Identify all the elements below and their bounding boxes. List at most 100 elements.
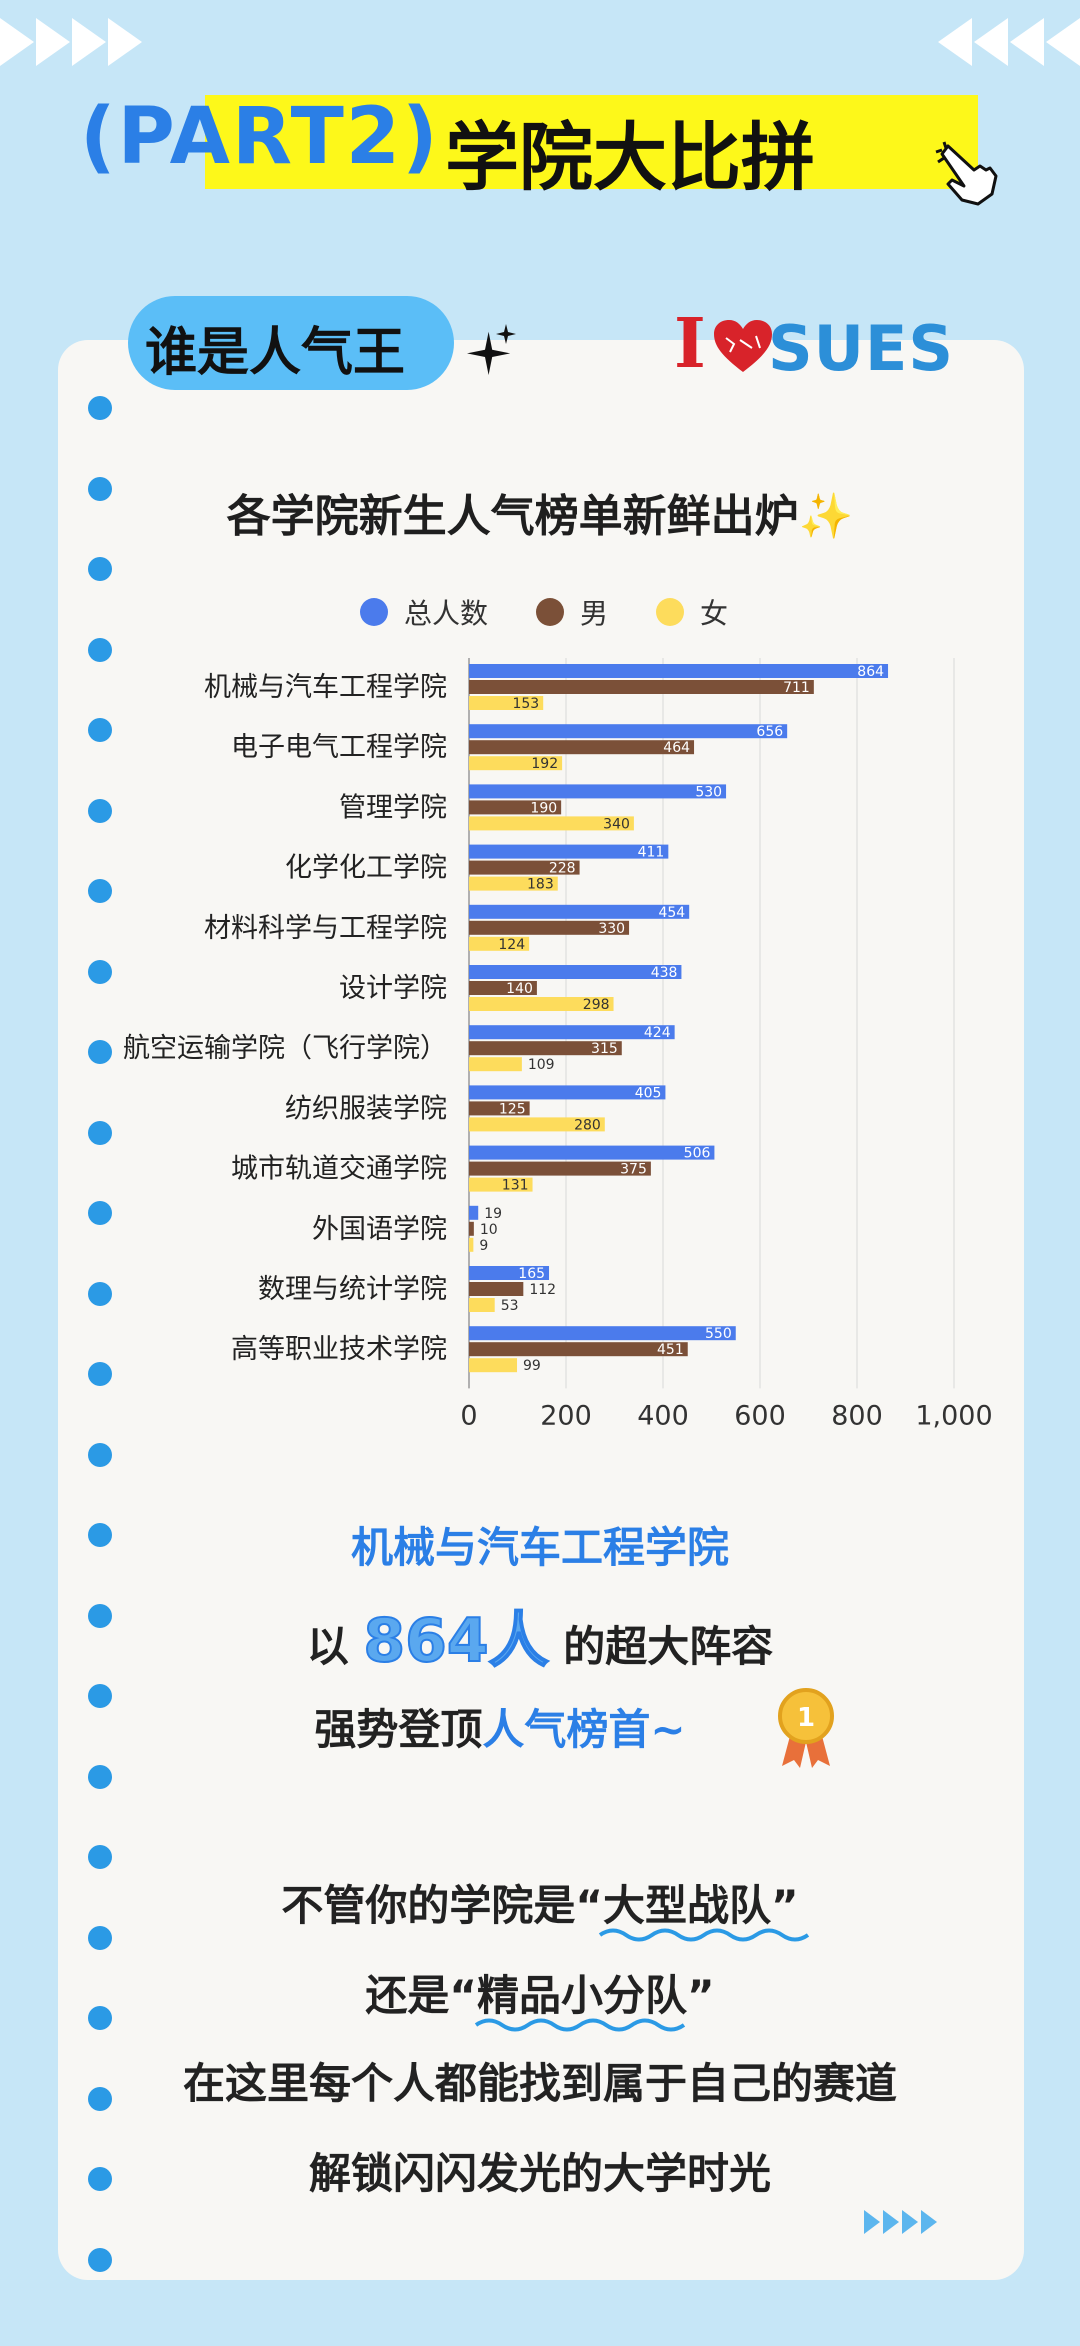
x-tick-label: 1,000 (915, 1400, 992, 1430)
category-label: 纺织服装学院 (285, 1093, 447, 1124)
bar-female (469, 936, 530, 951)
bar-total (469, 1326, 736, 1341)
binder-dot (88, 476, 112, 501)
summary-highlight-number: 864人 (362, 1605, 549, 1677)
bar-total (469, 1085, 666, 1100)
data-label: 454 (658, 905, 685, 921)
category-label: 外国语学院 (312, 1214, 447, 1245)
data-label: 656 (756, 724, 783, 740)
category-label: 城市轨道交通学院 (231, 1154, 447, 1185)
top-left-arrows-decoration (0, 18, 144, 66)
binder-dot (88, 557, 112, 581)
svg-text:1: 1 (797, 1703, 815, 1733)
closing-line-2-em: “精品小分队” (449, 1971, 715, 2020)
data-label: 550 (705, 1326, 732, 1342)
bar-total (469, 965, 682, 979)
summary-line-2-post: 的超大阵容 (548, 1622, 774, 1671)
bar-total (469, 904, 690, 919)
sparkle-icon (467, 324, 516, 375)
binder-dot (88, 1040, 112, 1064)
bar-male (469, 680, 814, 694)
legend-label-male: 男 (580, 597, 609, 630)
data-label: 451 (657, 1342, 684, 1358)
bar-male (469, 1161, 651, 1176)
binder-dot (88, 2006, 112, 2030)
data-label: 315 (591, 1041, 618, 1057)
data-label: 375 (620, 1162, 647, 1178)
category-label: 管理学院 (339, 792, 447, 823)
chart-title: 各学院新生人气榜单新鲜出炉✨ (226, 491, 854, 542)
bar-female (469, 756, 563, 771)
bar-male (469, 1282, 524, 1296)
data-label: 864 (857, 664, 884, 680)
legend-label-total: 总人数 (404, 597, 489, 630)
data-label: 190 (530, 800, 557, 816)
data-label: 530 (695, 784, 722, 800)
binder-dot (88, 1845, 112, 1869)
page-title: 学院大比拼 (445, 115, 815, 201)
closing-line-1-em: “大型战队” (575, 1881, 799, 1930)
bar-total (469, 1025, 675, 1040)
data-label: 10 (480, 1222, 498, 1238)
data-label: 109 (528, 1057, 555, 1073)
bar-male (469, 740, 695, 755)
gold-medal-icon: 1 (778, 1688, 834, 1768)
summary-line-3-blue: 人气榜首~ (482, 1705, 686, 1754)
bar-female (469, 876, 558, 891)
x-tick-label: 800 (831, 1400, 883, 1430)
closing-line-3: 在这里每个人都能找到属于自己的赛道 (182, 2059, 897, 2108)
category-label: 材料科学与工程学院 (204, 913, 447, 944)
binder-dot (88, 1120, 112, 1145)
bar-total (469, 724, 788, 739)
data-label: 112 (529, 1282, 556, 1298)
data-label: 124 (498, 937, 525, 953)
top-right-arrows-decoration (936, 18, 1080, 66)
legend-swatch-female (656, 598, 685, 626)
data-label: 53 (501, 1298, 519, 1314)
binder-dot (88, 396, 112, 420)
data-label: 280 (574, 1117, 601, 1133)
data-label: 131 (502, 1178, 529, 1194)
closing-line-2-pre: 还是 (365, 1971, 450, 2020)
binder-dot (88, 798, 112, 823)
summary-line-2-pre: 以 (306, 1622, 364, 1671)
binder-dot (88, 1362, 112, 1386)
bar-total (469, 844, 669, 859)
heart-logo-icon (714, 320, 772, 372)
data-label: 140 (506, 981, 533, 997)
bar-female (469, 1237, 474, 1252)
binder-dot (88, 959, 112, 984)
legend-label-female: 女 (700, 597, 729, 630)
logo-letter-i: I (674, 304, 706, 384)
summary-line-2: 以 864人 的超大阵容 (0, 1592, 1080, 1679)
binder-dot (88, 1281, 112, 1306)
title-highlight-bar (205, 95, 978, 189)
bar-male (469, 1342, 688, 1357)
binder-dot (88, 637, 112, 662)
data-label: 125 (499, 1101, 526, 1117)
legend-item-female: 女 (656, 592, 728, 632)
data-label: 153 (512, 696, 539, 712)
category-label: 数理与统计学院 (258, 1274, 447, 1305)
legend-item-total: 总人数 (360, 592, 488, 632)
bar-male (469, 1101, 530, 1116)
x-tick-label: 400 (637, 1400, 689, 1430)
bar-female (469, 1117, 605, 1132)
badge-text: 谁是人气王 (145, 323, 406, 383)
bar-male (469, 1221, 474, 1236)
pointing-hand-icon (935, 141, 998, 206)
bar-total (469, 1266, 550, 1280)
bar-total (469, 1145, 715, 1160)
data-label: 19 (484, 1206, 502, 1222)
data-label: 438 (651, 965, 678, 981)
bar-male (469, 1041, 622, 1056)
data-label: 165 (518, 1266, 545, 1282)
category-label: 航空运输学院（飞行学院） (123, 1033, 447, 1064)
part-label: (PART2) (80, 92, 440, 182)
x-tick-label: 200 (540, 1400, 592, 1430)
data-label: 330 (598, 921, 625, 937)
data-label: 464 (663, 740, 690, 756)
data-label: 411 (638, 845, 665, 861)
closing-line-1: 不管你的学院是“大型战队” (0, 1872, 1080, 1933)
data-label: 711 (783, 680, 810, 696)
